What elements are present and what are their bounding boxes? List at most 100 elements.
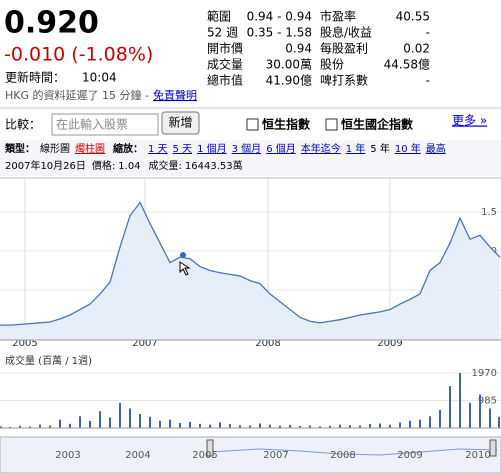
zoom-option[interactable]: 6 個月 bbox=[266, 142, 296, 155]
change: -0.010 (-1.08%) bbox=[4, 44, 153, 66]
navigator-label: 2003 bbox=[55, 450, 80, 461]
more-link[interactable]: 更多 » bbox=[452, 114, 487, 128]
zoom-option[interactable]: 最高 bbox=[426, 142, 446, 155]
stat-label: 總市值 bbox=[207, 73, 243, 88]
volume-bar bbox=[309, 425, 311, 428]
zoom-option[interactable]: 3 個月 bbox=[232, 142, 262, 155]
delay-note: HKG 的資料延遲了 15 分鐘 - bbox=[5, 88, 149, 102]
add-button[interactable] bbox=[161, 111, 200, 135]
stat-value: 0.94 - 0.94 bbox=[247, 10, 312, 24]
volume-bar bbox=[419, 419, 421, 428]
x-tick-label: 2005 bbox=[12, 338, 37, 349]
navigator-label: 2009 bbox=[397, 450, 422, 461]
zoom-option[interactable]: 1 年 bbox=[346, 142, 366, 155]
volume-bar bbox=[269, 424, 271, 428]
stat-value: - bbox=[426, 26, 430, 40]
volume-bar bbox=[289, 424, 291, 428]
volume-bar bbox=[359, 425, 361, 428]
compare-input[interactable] bbox=[51, 113, 159, 136]
stat-value: - bbox=[426, 74, 430, 88]
stat-label: 範圍 bbox=[207, 9, 231, 24]
info-price-label: 價格: bbox=[92, 159, 115, 172]
price-line bbox=[0, 201, 501, 326]
stat-label: 股份 bbox=[320, 58, 344, 72]
stat-label: 每股盈利 bbox=[320, 41, 368, 56]
volume-bar bbox=[339, 424, 341, 428]
stat-value: 44.58億 bbox=[384, 58, 430, 72]
volume-bar bbox=[239, 425, 241, 428]
input-placeholder: 在此輸入股票 bbox=[56, 117, 128, 132]
navigator-label: 2007 bbox=[263, 450, 288, 461]
info-volume: 16443.53萬 bbox=[185, 159, 243, 172]
volume-bar bbox=[59, 419, 61, 428]
volume-bar bbox=[459, 373, 461, 428]
stat-value: 0.02 bbox=[403, 42, 430, 56]
volume-bar bbox=[429, 416, 431, 428]
checkbox[interactable] bbox=[246, 118, 259, 131]
volume-bar bbox=[249, 425, 251, 428]
volume-bar bbox=[159, 420, 161, 428]
x-tick-label: 2007 bbox=[132, 338, 157, 349]
volume-bar bbox=[199, 423, 201, 428]
navigator-label: 2005 bbox=[192, 450, 217, 461]
volume-bar bbox=[69, 423, 71, 428]
add-button-label: 新增 bbox=[168, 115, 192, 130]
checkbox-label: 恒生指數 bbox=[262, 117, 310, 132]
volume-bar bbox=[79, 416, 81, 428]
disclaimer[interactable]: 免責聲明 bbox=[153, 88, 197, 102]
volume-bar bbox=[39, 424, 41, 428]
volume-bar bbox=[129, 408, 131, 428]
y-tick-label: 1970 bbox=[472, 368, 497, 379]
checkbox-label: 恒生國企指數 bbox=[341, 117, 413, 132]
volume-bar bbox=[189, 421, 191, 428]
updated-time: 10:04 bbox=[82, 71, 117, 85]
volume-bar bbox=[209, 424, 211, 428]
volume-bar bbox=[379, 423, 381, 428]
info-date: 2007年10月26日 bbox=[5, 159, 86, 172]
zoom-option[interactable]: 本年迄今 bbox=[301, 142, 341, 155]
stat-value: 41.90億 bbox=[266, 74, 312, 88]
hover-dot bbox=[180, 252, 186, 258]
zoom-option[interactable]: 10 年 bbox=[395, 142, 421, 155]
navigator-handle[interactable] bbox=[206, 439, 214, 457]
volume-bar bbox=[479, 394, 481, 428]
checkbox[interactable] bbox=[325, 118, 338, 131]
volume-bar bbox=[0, 426, 2, 428]
volume-bar bbox=[449, 386, 451, 428]
volume-bar bbox=[389, 424, 391, 428]
volume-bar bbox=[259, 423, 261, 428]
navigator-label: 2008 bbox=[330, 450, 355, 461]
info-volume-label: 成交量: bbox=[149, 159, 182, 172]
zoom-option[interactable]: 1 天 bbox=[148, 144, 168, 155]
x-tick-label: 2009 bbox=[377, 338, 402, 349]
volume-bar bbox=[439, 409, 441, 428]
navigator-handle[interactable] bbox=[489, 439, 497, 457]
zoom-option[interactable]: 5 天 bbox=[173, 144, 193, 155]
navigator-label: 2004 bbox=[125, 450, 150, 461]
volume-bar bbox=[469, 402, 471, 428]
volume-bar bbox=[9, 426, 11, 428]
zoom-option[interactable]: 1 個月 bbox=[197, 142, 227, 155]
stat-label: 市盈率 bbox=[320, 9, 356, 24]
volume-bar bbox=[89, 421, 91, 428]
stat-label: 成交量 bbox=[207, 57, 243, 72]
volume-label: 成交量 (百萬 / 1週) bbox=[5, 354, 92, 367]
type-option[interactable]: 燭柱圖 bbox=[75, 142, 105, 155]
stat-label: 開市價 bbox=[207, 41, 243, 56]
stat-label: 52 週 bbox=[207, 26, 238, 40]
zoom-option: 5 年 bbox=[370, 142, 390, 155]
volume-bar bbox=[139, 414, 141, 428]
info-price: 1.04 bbox=[118, 161, 140, 172]
updated-label: 更新時間： bbox=[5, 70, 65, 85]
compare-label: 比較： bbox=[5, 117, 41, 132]
volume-bar bbox=[109, 417, 111, 428]
zoom-label: 縮放： bbox=[113, 142, 143, 155]
volume-bar bbox=[498, 416, 500, 428]
volume-bar bbox=[99, 411, 101, 428]
volume-bar bbox=[119, 402, 121, 428]
volume-bar bbox=[319, 426, 321, 428]
stat-value: 0.35 - 1.58 bbox=[247, 26, 312, 40]
volume-bar bbox=[149, 416, 151, 428]
